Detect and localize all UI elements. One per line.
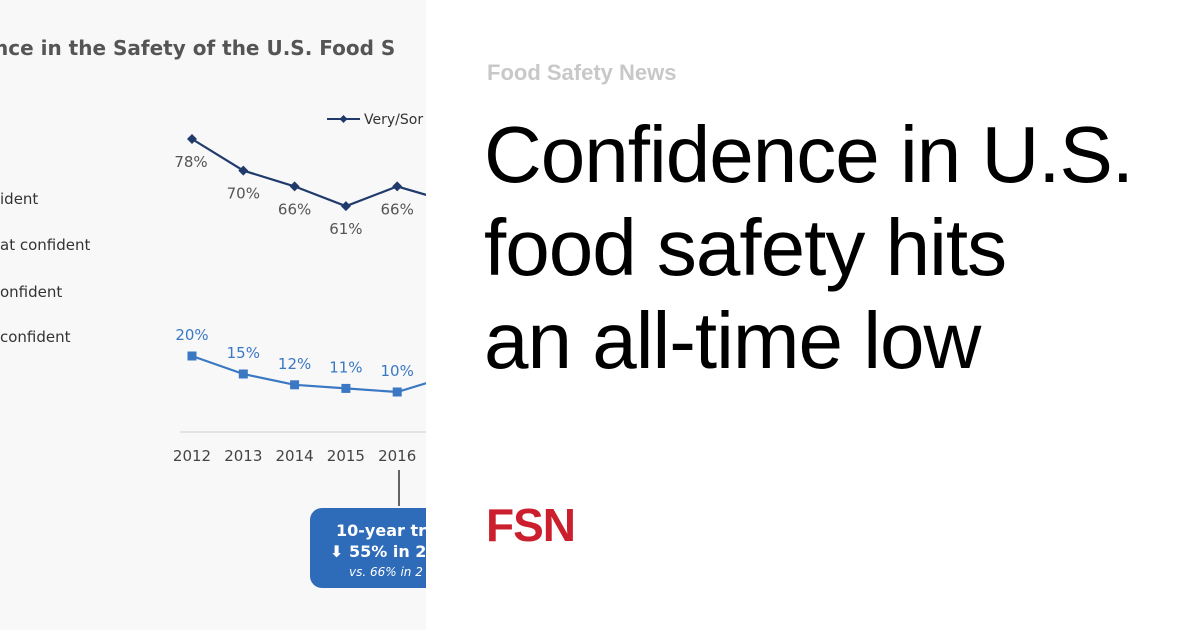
series-1-line — [191, 138, 426, 208]
data-label: 15% — [227, 344, 260, 362]
callout-line-2: ⬇ 55% in 20 — [330, 542, 426, 561]
data-label: 10% — [381, 362, 414, 380]
article-card[interactable]: Food Safety News Confidence in U.S. food… — [426, 0, 1200, 630]
row-label-4: confident — [0, 328, 71, 346]
data-label: 66% — [278, 200, 311, 218]
callout-line-1: 10-year tr — [336, 521, 426, 540]
callout-box — [310, 508, 426, 588]
headline[interactable]: Confidence in U.S. food safety hits an a… — [484, 108, 1184, 387]
x-tick-label: 2016 — [378, 447, 416, 465]
legend-marker — [339, 115, 348, 123]
series-2-point — [238, 369, 248, 379]
series-1-point — [238, 165, 249, 176]
series-2-point — [341, 383, 351, 393]
legend-label: Very/Sor — [364, 112, 423, 128]
data-label: 78% — [174, 153, 207, 171]
x-tick-label: 2012 — [173, 447, 211, 465]
fsn-logo: FSN — [486, 499, 576, 551]
row-label-1: ident — [0, 190, 39, 208]
callout-line-3: vs. 66% in 2 — [349, 565, 423, 579]
headline-line-3: an all-time low — [484, 296, 981, 385]
x-tick-label: 2015 — [327, 447, 365, 465]
data-label: 70% — [227, 185, 260, 203]
chart-title: nce in the Safety of the U.S. Food S — [0, 36, 396, 60]
headline-line-2: food safety hits — [484, 203, 1007, 292]
data-label: 11% — [329, 358, 362, 376]
data-label: 20% — [175, 326, 208, 344]
line-chart: Very/Sor 78% 70% 66% 61% 66% 20% 15% 12% 11% 10% 20… — [173, 112, 426, 588]
series-2-point — [187, 351, 197, 361]
chart-image-panel: nce in the Safety of the U.S. Food S ide… — [0, 0, 426, 630]
data-label: 66% — [381, 200, 414, 218]
data-label: 61% — [329, 220, 362, 238]
x-tick-label: 2013 — [224, 447, 262, 465]
headline-line-1: Confidence in U.S. — [484, 110, 1134, 199]
row-label-3: onfident — [0, 283, 63, 301]
data-label: 12% — [278, 355, 311, 373]
series-2-point — [290, 380, 300, 390]
series-1-point — [340, 201, 351, 212]
site-name: Food Safety News — [487, 60, 677, 85]
series-1-point — [289, 181, 300, 192]
series-1-point — [187, 134, 197, 144]
row-label-2: at confident — [0, 236, 91, 254]
series-1-point — [392, 181, 403, 192]
series-2-point — [392, 387, 402, 397]
series-2-line — [191, 354, 426, 394]
x-tick-label: 2014 — [276, 447, 314, 465]
